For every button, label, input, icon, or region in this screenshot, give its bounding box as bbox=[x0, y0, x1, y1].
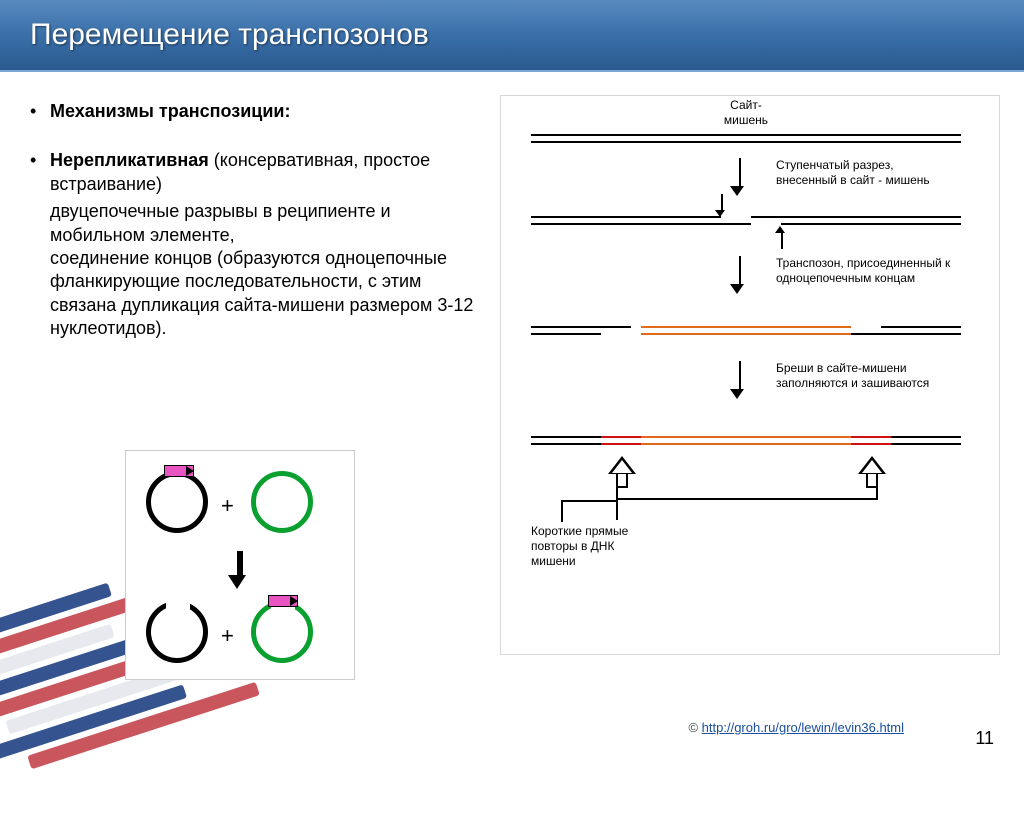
transposon-arrow-icon bbox=[186, 466, 194, 476]
label-staggered-cut: Ступенчатый разрез, внесенный в сайт - м… bbox=[776, 158, 976, 188]
transposition-steps-diagram: Сайт- мишень Ступенчатый разрез, внесенн… bbox=[500, 95, 1000, 655]
text-content: • Механизмы транспозиции: • Нерепликатив… bbox=[30, 100, 480, 341]
dna-step1 bbox=[531, 134, 961, 143]
plus-symbol-top: + bbox=[221, 493, 234, 519]
arrow-down-3-icon bbox=[736, 361, 744, 399]
plus-symbol-bottom: + bbox=[221, 623, 234, 649]
slide-header: Перемещение транспозонов bbox=[0, 0, 1024, 72]
repeat-arrow-right-icon bbox=[861, 456, 883, 488]
arrow-down-2-icon bbox=[736, 256, 744, 294]
citation-link[interactable]: http://groh.ru/gro/lewin/levin36.html bbox=[702, 720, 904, 735]
label-transposon-joined: Транспозон, присоединенный к одноцепочеч… bbox=[776, 256, 986, 286]
plasmid-diagram: + + bbox=[125, 450, 355, 680]
repeat-connector bbox=[616, 488, 878, 500]
label-target-site: Сайт- мишень bbox=[716, 98, 776, 128]
mechanisms-heading: Механизмы транспозиции: bbox=[50, 100, 480, 123]
cut-arrow-bottom-icon bbox=[779, 226, 785, 249]
description-line2: двуцепочечные разрывы в реципиенте и моб… bbox=[50, 200, 480, 247]
label-direct-repeats: Короткие прямые повторы в ДНК мишени bbox=[531, 524, 681, 569]
slide-title: Перемещение транспозонов bbox=[30, 18, 429, 52]
repeat-arrow-left-icon bbox=[611, 456, 633, 488]
donor-gap bbox=[166, 597, 190, 609]
donor-plasmid-top bbox=[146, 471, 208, 533]
bullet-mechanisms: • Механизмы транспозиции: bbox=[30, 100, 480, 123]
transposon-arrow-bottom-icon bbox=[290, 596, 298, 606]
arrow-down-1-icon bbox=[736, 158, 744, 196]
nonreplicative-bold: Нерепликативная bbox=[50, 150, 209, 170]
recipient-plasmid-bottom bbox=[251, 601, 313, 663]
label-gaps-filled: Бреши в сайте-мишени заполняются и зашив… bbox=[776, 361, 976, 391]
bullet-nonreplicative: • Нерепликативная (консервативная, прост… bbox=[30, 149, 480, 196]
donor-plasmid-bottom bbox=[146, 601, 208, 663]
description-line3: соединение концов (образуются одноцепочн… bbox=[50, 247, 480, 341]
cut-arrow-top-icon bbox=[719, 194, 725, 217]
reaction-arrow-down-icon bbox=[234, 551, 246, 589]
page-number: 11 bbox=[975, 728, 994, 749]
recipient-plasmid-top bbox=[251, 471, 313, 533]
citation: © http://groh.ru/gro/lewin/levin36.html bbox=[688, 720, 904, 735]
